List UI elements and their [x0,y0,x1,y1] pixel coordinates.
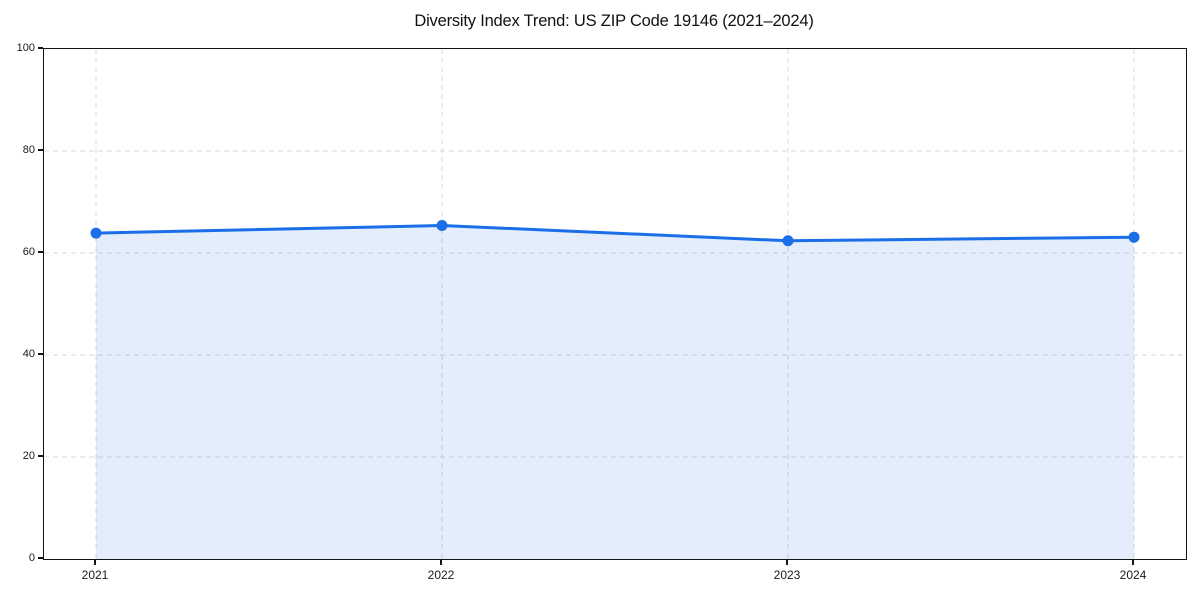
y-tick-mark [38,149,43,151]
y-tick-mark [38,455,43,457]
y-tick-mark [38,557,43,559]
plot-canvas [44,49,1186,559]
plot-area [43,48,1187,560]
y-tick-mark [38,353,43,355]
x-tick-mark [440,559,442,565]
y-tick-label: 60 [22,245,35,258]
x-tick-label: 2023 [773,568,801,582]
trend-line [94,224,1136,243]
area-fill [96,225,1134,559]
x-tick-mark [1132,559,1134,565]
data-point-marker [782,235,794,247]
y-tick-label: 100 [16,41,35,54]
y-tick-label: 0 [28,551,35,564]
x-tick-label: 2021 [81,568,109,582]
y-tick-label: 20 [22,449,35,462]
data-point-marker [1128,231,1140,243]
y-tick-label: 80 [22,143,35,156]
x-tick-label: 2024 [1119,568,1147,582]
chart-title: Diversity Index Trend: US ZIP Code 19146… [414,12,814,30]
data-point-marker [90,227,102,239]
x-tick-label: 2022 [427,568,455,582]
y-tick-label: 40 [22,347,35,360]
y-tick-mark [38,47,43,49]
data-point-marker [436,219,448,231]
x-tick-mark [786,559,788,565]
x-tick-mark [94,559,96,565]
y-tick-mark [38,251,43,253]
